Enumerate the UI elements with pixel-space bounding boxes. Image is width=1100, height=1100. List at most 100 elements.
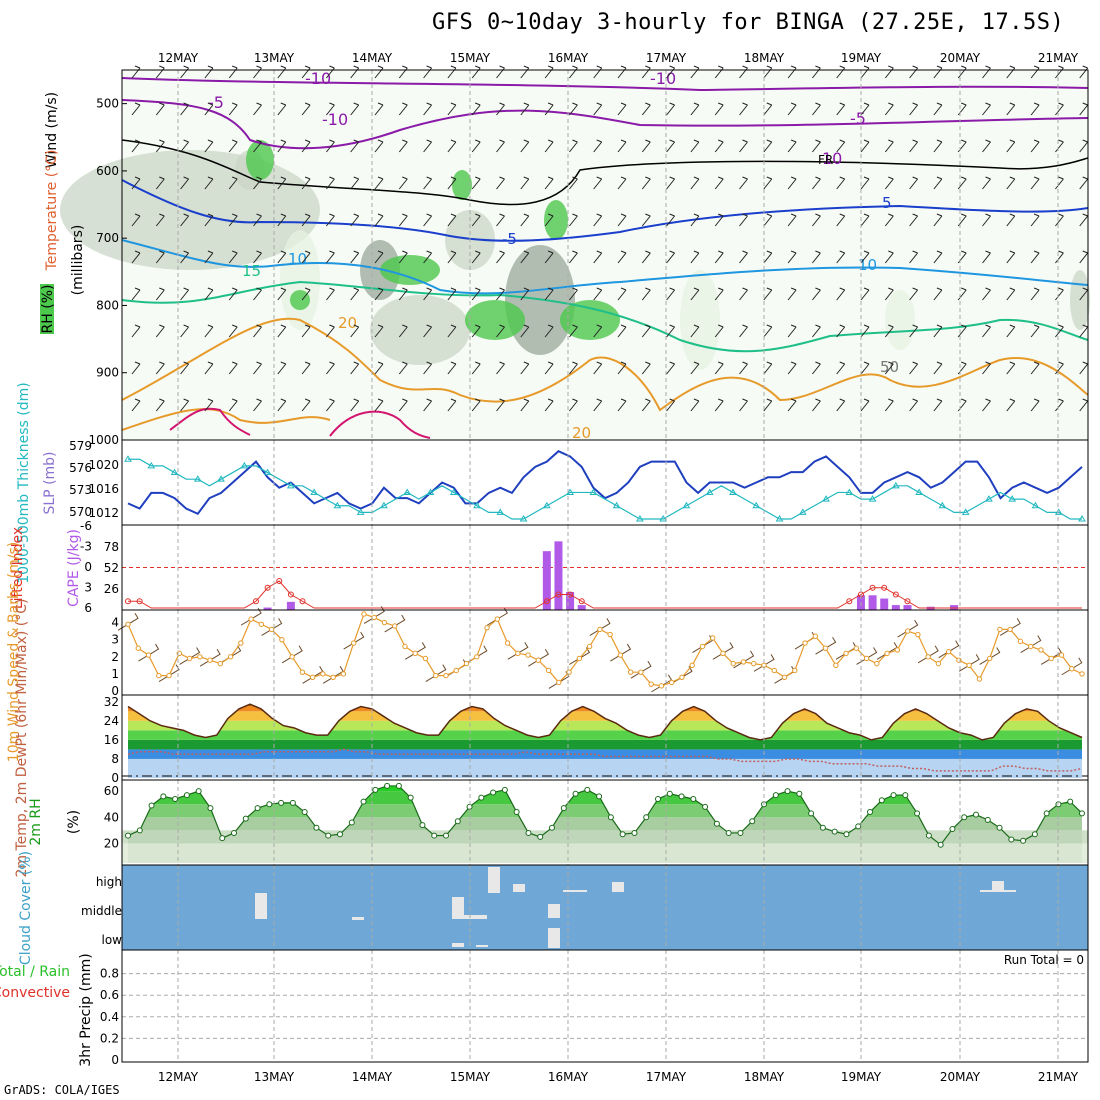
rh2m-marker [207,805,214,812]
precip-convective-label: Convective [0,985,70,1001]
wind-barb [909,287,918,301]
wind-barb [155,139,165,153]
wind-barb [544,361,554,375]
wind-barb [204,287,214,301]
grads-credit: GrADS: COLA/IGES [4,1083,120,1097]
wind-barb [423,213,432,227]
rh2m-marker [796,790,803,797]
wind-barb [617,287,627,301]
wind-barb [520,324,530,338]
layout: 12MAY 12MAY 13MAY 13MAY 14MAY 14MAY 15MAY 15MAY… [0,51,1090,1084]
rh2m-marker [666,790,673,797]
wind-barb [398,102,408,116]
rh2m-marker [313,824,320,831]
wind-barb [641,139,651,153]
wind10-marker [812,633,818,639]
wind-barb [1006,176,1016,190]
wind-barb [204,102,214,116]
wind-barb [544,398,554,412]
wind10-marker [433,672,439,679]
wind-barb [544,213,554,227]
temp-contour-label: 10 [288,250,307,268]
wind-barb [228,250,238,264]
wind-barb [471,287,481,301]
rh2m-marker [808,810,815,817]
thickness-marker [473,501,481,509]
cape-bar [286,601,295,610]
rh2m-marker [372,786,379,793]
wind-barb [496,398,505,412]
wind-barb [787,361,797,375]
wind-barb [1030,324,1040,338]
wind-barb [326,250,335,264]
wind-barb [277,213,287,227]
wind-barb [350,287,360,301]
wind-barb [301,102,311,116]
wind-barb [228,213,238,227]
wind-barb [496,287,505,301]
temp-contour-label: 5 [882,194,892,212]
wind-barb [180,250,189,264]
lifted-index-marker [136,598,143,605]
wind10-marker [668,679,675,686]
precip-panel: 0.8 0.6 0.4 0.2 0 Run Total = 0 Total / Rain Co… [0,953,1088,1067]
wind-barb [884,287,894,301]
lifted-index-marker [881,584,888,591]
wind-barb [374,176,384,190]
wind-barb [423,250,432,264]
wind10-marker [197,654,203,660]
wind-barb [398,250,408,264]
wind-barb [253,398,262,412]
wind-barb [131,102,141,116]
wind-barb [253,324,262,338]
wind-barb [155,324,165,338]
wind-barb [836,361,846,375]
wind-barb [909,398,918,412]
wind10-marker [207,657,213,663]
cape-bar [263,607,272,610]
wind-barb [496,176,505,190]
thickness-marker [705,488,714,495]
cape-bar [891,605,900,610]
date-label-top: 15MAY [450,51,491,65]
wind-barb [666,287,675,301]
wind-barb [520,176,530,190]
wind-barb [909,176,918,190]
wind-barb [641,250,651,264]
wind-barb [155,102,165,116]
wind10-marker [463,660,470,667]
wind-barb [423,287,432,301]
wind-barb [690,102,700,116]
wind-barb [812,176,821,190]
wind-barb [763,102,773,116]
wind10-marker [443,672,449,679]
cape-bar [880,598,889,610]
wind-barb [228,139,238,153]
wind10-marker [299,669,306,675]
rh2m-marker [254,805,261,812]
rh2m-marker [560,805,567,812]
wind-barb [180,139,189,153]
rh2m-tick: 60 [104,784,119,798]
temp2m-line [127,703,1083,741]
wind10-marker [1069,666,1075,672]
wind10-marker [597,626,603,633]
thickness-tick: 570 [69,505,92,519]
wind-barb [860,398,870,412]
wind-barb [180,176,189,190]
wind10-marker [863,655,870,662]
temp2m-tick: 16 [104,733,119,747]
wind-barb [447,324,457,338]
thickness-marker [403,488,412,495]
wind-barb [398,398,408,412]
wind10-marker [751,660,757,667]
wind-barb [1030,398,1040,412]
cloud-bar [488,867,500,893]
date-label-top: 21MAY [1038,51,1079,65]
wind10-marker [1048,655,1054,662]
wind-barb [180,361,189,375]
wind-barb [326,176,335,190]
thickness-marker [1054,508,1063,515]
lifted-index-marker [904,598,911,605]
